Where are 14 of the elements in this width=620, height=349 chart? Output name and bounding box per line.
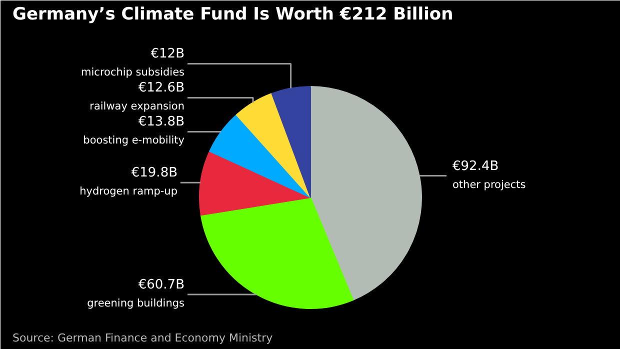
chart-title: Germany’s Climate Fund Is Worth €212 Billion bbox=[12, 4, 454, 24]
data-label: €13.8B bbox=[138, 114, 185, 130]
data-label: €92.4B bbox=[452, 158, 499, 174]
data-label: €12B bbox=[150, 46, 185, 62]
slice-label: railway expansion bbox=[90, 100, 185, 113]
data-label: €12.6B bbox=[138, 80, 185, 96]
slice-label: greening buildings bbox=[87, 297, 185, 310]
slice-label: microchip subsidies bbox=[81, 66, 184, 79]
slice-label: hydrogen ramp-up bbox=[80, 186, 178, 198]
slice-label: boosting e-mobility bbox=[83, 134, 185, 147]
data-label: €60.7B bbox=[138, 277, 185, 292]
data-label: €19.8B bbox=[131, 166, 178, 181]
source-note: Source: German Finance and Economy Ministry bbox=[12, 332, 274, 344]
slice-label: other projects bbox=[452, 178, 526, 191]
